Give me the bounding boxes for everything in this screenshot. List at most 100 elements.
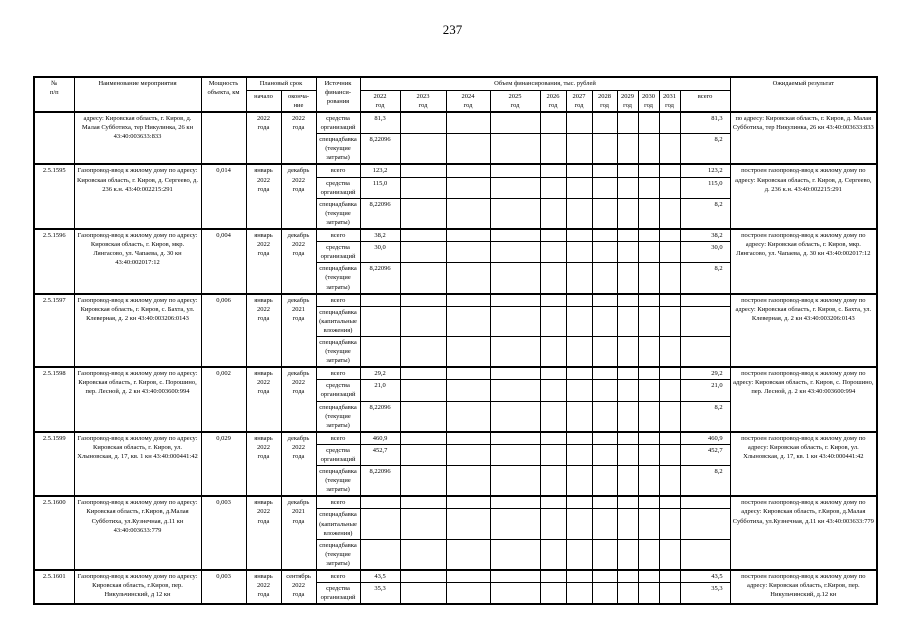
col-header-volume: Объем финансирования, тыс. рублей (359, 76, 731, 91)
year-value-cell (637, 228, 660, 243)
measure-row: 2.5.1597 Газопровод-ввод к жилому дому по… (33, 292, 878, 368)
financing-subrow: спецнадбавка (капитальные вложения) (34, 305, 877, 337)
expected-result: по адресу: Кировская область, г. Киров, … (729, 110, 878, 165)
year-value-cell (658, 582, 681, 605)
year-value-cell (445, 465, 491, 497)
year-value-cell (445, 495, 491, 510)
col-header-year-2022: 2022 год (359, 89, 401, 113)
year-value-cell (591, 366, 618, 381)
measure-name: Газопровод-ввод к жилому дому по адресу:… (73, 495, 202, 571)
year-value-cell (637, 292, 660, 307)
year-value-cell (445, 443, 491, 467)
year-value-cell (489, 366, 541, 381)
expected-result: построен газопровод-ввод к жилому дому п… (729, 228, 878, 295)
year-value-cell (489, 133, 541, 165)
year-value-cell (616, 228, 639, 243)
funding-source: спецнадбавка (текущие затраты) (315, 197, 361, 230)
expected-result: построен газопровод-ввод к жилому дому п… (729, 569, 878, 605)
year-value-cell (445, 430, 491, 445)
period-start: январь 2022 года (245, 495, 282, 571)
year-value-cell (399, 400, 447, 433)
funding-source: спецнадбавка (капитальные вложения) (315, 508, 361, 540)
measure-name: Газопровод-ввод к жилому дому по адресу:… (73, 366, 202, 433)
year-value-cell (539, 495, 567, 510)
year-value-cell (637, 111, 660, 135)
funding-source: всего (315, 228, 361, 243)
year-value-cell (445, 569, 491, 584)
year-value-cell (399, 366, 447, 381)
year-value-cell (489, 465, 541, 497)
year-value-cell (658, 379, 681, 402)
financing-subrow: средства организаций 452,7 452,7 (34, 443, 877, 467)
year-value-cell (658, 508, 681, 540)
year-value-cell (565, 538, 593, 571)
measure-row: 2.5.1595 Газопровод-ввод к жилому дому по… (33, 163, 878, 230)
year-value-cell (399, 538, 447, 571)
col-header-num: № п/п (33, 76, 75, 113)
funding-source: спецнадбавка (текущие затраты) (315, 262, 361, 295)
total-value: 81,3 (679, 111, 731, 135)
year-value-cell (658, 569, 681, 584)
year-value-cell (658, 262, 681, 295)
total-value (679, 538, 731, 571)
funding-source: спецнадбавка (текущие затраты) (315, 335, 361, 368)
year-value-cell (489, 508, 541, 540)
total-value: 30,0 (679, 241, 731, 264)
year-value-cell (445, 292, 491, 307)
year-value-cell (565, 366, 593, 381)
period-start: январь 2022 года (245, 163, 282, 230)
year-value-cell (637, 176, 660, 199)
year-2022-value: 8,22096 (359, 400, 401, 433)
funding-source: средства организаций (315, 443, 361, 467)
year-value-cell (591, 495, 618, 510)
year-value-cell (616, 335, 639, 368)
year-value-cell (399, 241, 447, 264)
financing-table: № п/п Наименование мероприятия Мощность … (33, 76, 879, 606)
year-2022-value (359, 495, 401, 510)
funding-source: всего (315, 430, 361, 445)
capacity-value: 0,002 (200, 366, 247, 433)
year-2022-value: 115,0 (359, 176, 401, 199)
measure-name: адресу: Кировская область, г. Киров, д. … (73, 110, 202, 165)
col-header-year-2024: 2024 год (445, 89, 491, 113)
total-value: 8,2 (679, 465, 731, 497)
year-value-cell (565, 443, 593, 467)
financing-subrow: спецнадбавка (текущие затраты) 8,22096 8,2 (34, 197, 877, 230)
period-end: сентябрь 2022 года (280, 569, 317, 605)
col-header-period: Плановый срок (245, 76, 317, 91)
year-value-cell (489, 400, 541, 433)
year-value-cell (399, 111, 447, 135)
year-value-cell (399, 163, 447, 178)
total-value: 8,2 (679, 133, 731, 165)
year-2022-value: 43,5 (359, 569, 401, 584)
period-start: январь 2022 года (245, 228, 282, 295)
year-value-cell (591, 508, 618, 540)
year-value-cell (616, 430, 639, 445)
period-start: 2022 года (245, 110, 282, 165)
funding-source: спецнадбавка (текущие затраты) (315, 465, 361, 497)
total-value: 123,2 (679, 163, 731, 178)
col-header-year-2027: 2027 год (565, 89, 593, 113)
total-value (679, 335, 731, 368)
total-value (679, 292, 731, 307)
year-value-cell (445, 305, 491, 337)
year-value-cell (658, 400, 681, 433)
funding-source: средства организаций (315, 241, 361, 264)
year-value-cell (399, 335, 447, 368)
year-2022-value: 30,0 (359, 241, 401, 264)
year-value-cell (565, 241, 593, 264)
year-value-cell (616, 111, 639, 135)
year-2022-value: 460,9 (359, 430, 401, 445)
year-value-cell (399, 443, 447, 467)
financing-subrow: спецнадбавка (текущие затраты) (34, 335, 877, 368)
year-value-cell (616, 176, 639, 199)
year-value-cell (658, 430, 681, 445)
year-value-cell (539, 305, 567, 337)
measure-row: адресу: Кировская область, г. Киров, д. … (33, 110, 878, 165)
funding-source: всего (315, 292, 361, 307)
total-value: 8,2 (679, 262, 731, 295)
year-value-cell (399, 508, 447, 540)
period-start: январь 2022 года (245, 430, 282, 497)
year-value-cell (489, 241, 541, 264)
year-value-cell (591, 241, 618, 264)
